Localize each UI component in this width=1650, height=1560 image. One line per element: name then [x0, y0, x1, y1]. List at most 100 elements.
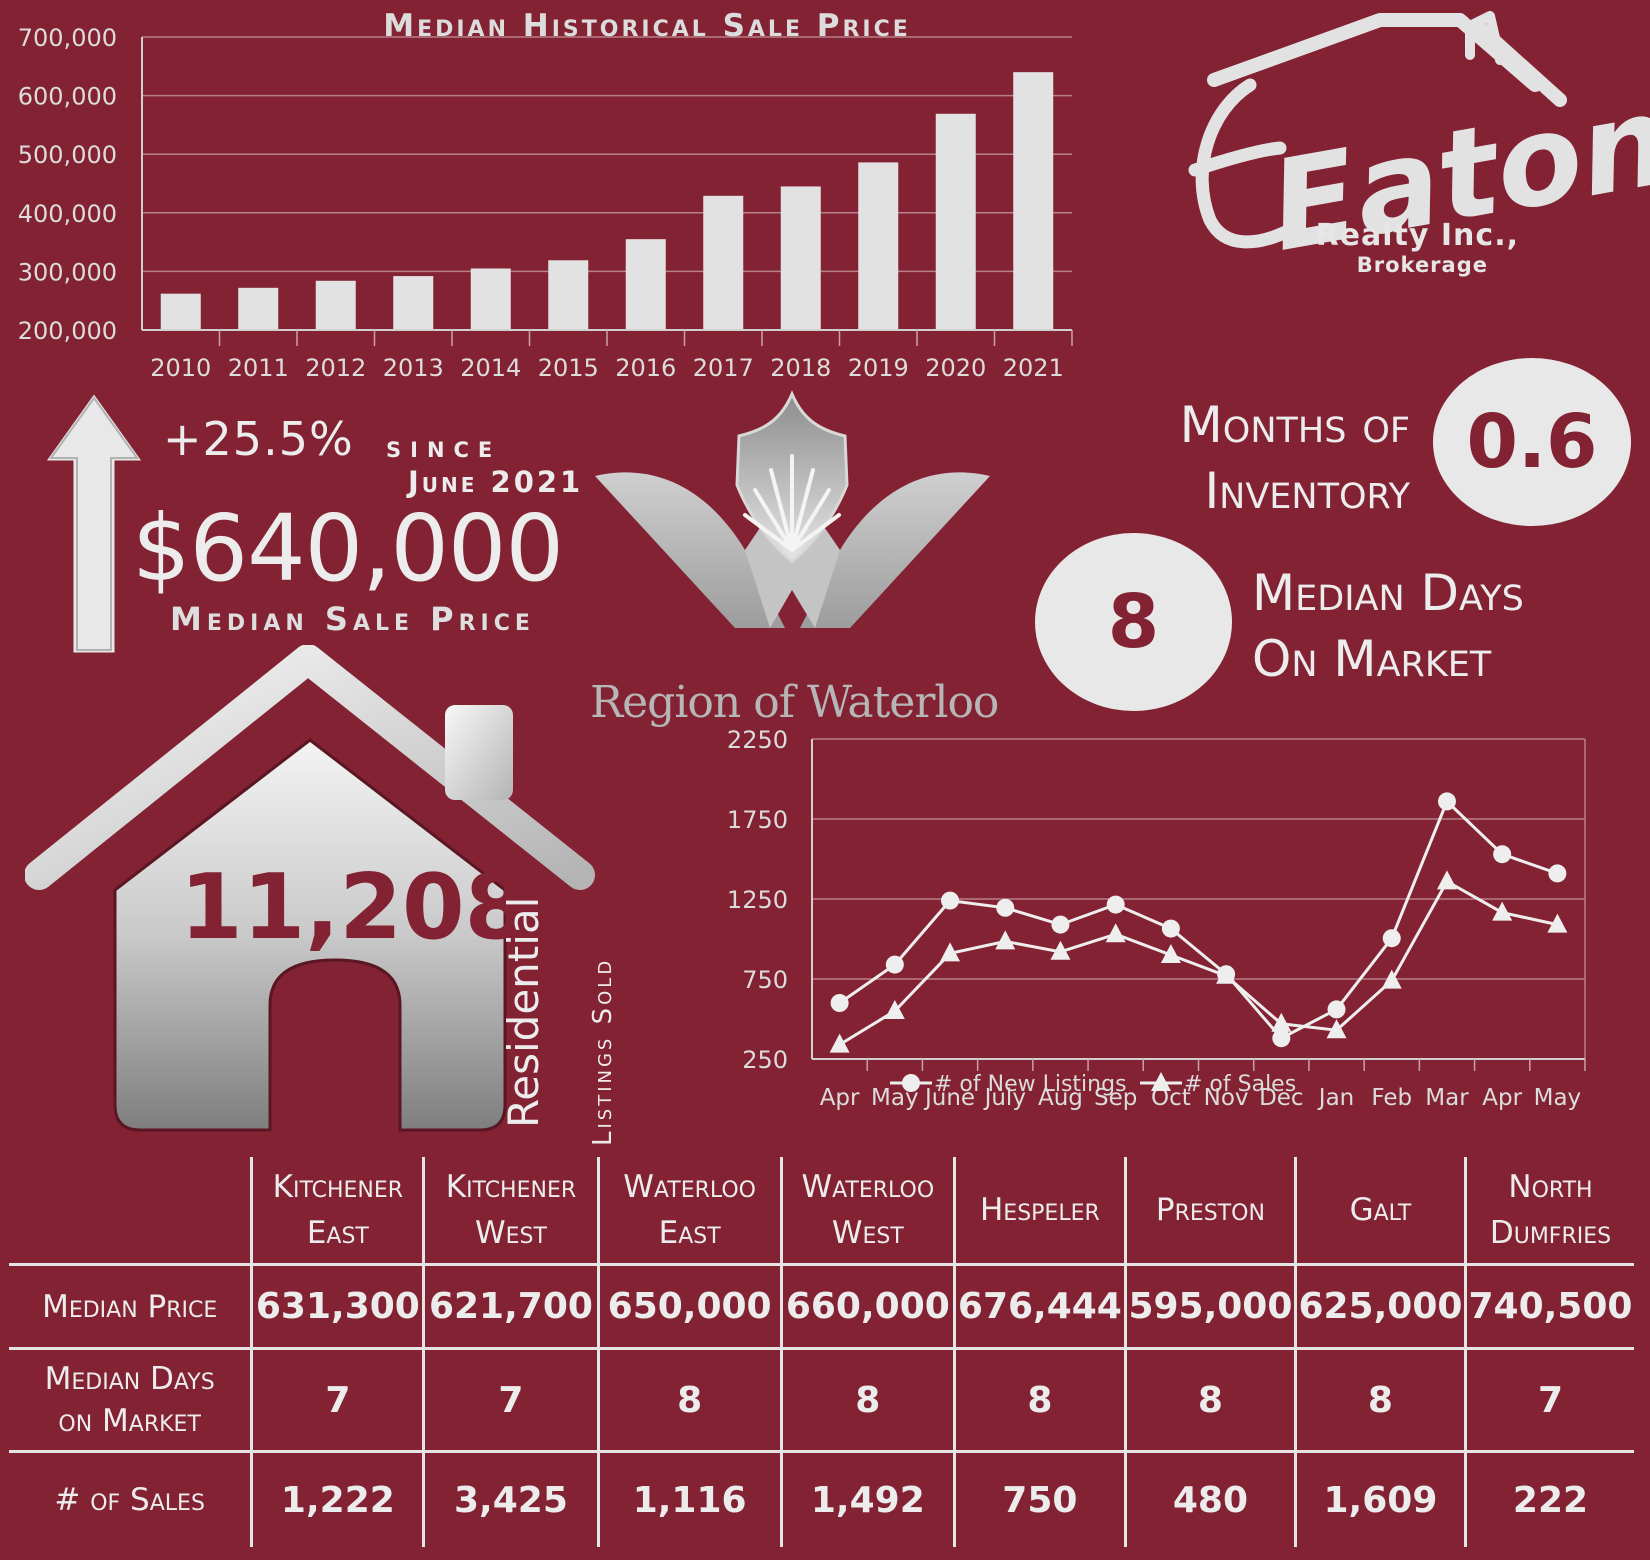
listings-sold-count: 11,208	[180, 855, 528, 960]
series-0-point	[1548, 864, 1567, 883]
median-days-label: Median Days On Market	[1252, 560, 1524, 692]
bar-y-tick-label: 500,000	[18, 141, 117, 169]
bar-x-tick-label: 2018	[770, 354, 831, 382]
residential-label: Residential	[499, 896, 548, 1128]
line-x-tick-label: Nov	[1204, 1085, 1249, 1111]
table-cell: 480	[1123, 1450, 1296, 1547]
column-header: Waterloo West	[779, 1157, 955, 1265]
table-cell: 625,000	[1293, 1263, 1466, 1349]
legend-marker	[902, 1074, 920, 1092]
legend-label-0: # of New Listings	[934, 1072, 1127, 1097]
table-cell: 1,609	[1293, 1450, 1466, 1547]
row-label-line: on Market	[58, 1403, 201, 1439]
months-of-inventory-label: Months of Inventory	[1180, 392, 1410, 524]
line-x-tick-label: Mar	[1425, 1085, 1469, 1111]
table-cell: 8	[1293, 1347, 1466, 1452]
up-arrow-icon	[41, 389, 147, 656]
line-x-tick-label: Dec	[1259, 1085, 1304, 1111]
table-cell: 8	[1123, 1347, 1296, 1452]
eaton-logo: Eaton Realty Inc., Brokerage	[1188, 11, 1650, 280]
bar-x-tick-label: 2020	[925, 354, 986, 382]
series-0-point	[1493, 845, 1512, 864]
line-y-tick-label: 1750	[727, 806, 788, 834]
bar-2017	[703, 195, 744, 330]
table-row: Median Days on Market 7 7 8 8 8 8 8 7	[9, 1347, 1634, 1452]
line-x-tick-label: Sep	[1094, 1085, 1137, 1111]
line-x-tick-label: June	[923, 1085, 975, 1111]
bar-x-tick-label: 2012	[305, 354, 366, 382]
table-corner	[9, 1157, 252, 1265]
median-days-value: 8	[1035, 533, 1232, 711]
column-header-line: Galt	[1349, 1192, 1412, 1228]
table-cell: 740,500	[1463, 1263, 1634, 1349]
bar-2020	[935, 113, 976, 331]
column-header-line: East	[306, 1215, 369, 1251]
series-line-1	[838, 879, 1558, 1046]
line-y-tick-label: 250	[742, 1046, 788, 1074]
series-0-point	[1051, 915, 1070, 934]
bar-2018	[780, 186, 821, 330]
bar-x-tick-label: 2011	[228, 354, 289, 382]
median-sale-price-label: Median Sale Price	[170, 600, 535, 638]
column-header-line: West	[474, 1215, 547, 1251]
column-header-line: Waterloo	[801, 1169, 935, 1205]
region-name: Region of Waterloo	[590, 677, 999, 728]
bar-y-tick-label: 300,000	[18, 258, 117, 286]
legend-marker	[1151, 1072, 1171, 1091]
column-header-line: Hespeler	[979, 1192, 1100, 1228]
column-header-line: Kitchener	[445, 1169, 577, 1205]
table-cell: 8	[779, 1347, 955, 1452]
column-header: Preston	[1123, 1157, 1296, 1265]
bar-2012	[315, 280, 356, 330]
median-historical-price-chart: Median Historical Sale Price 200,000 300,…	[18, 8, 1073, 382]
line-x-tick-label: Aug	[1038, 1085, 1083, 1111]
column-header-line: North	[1508, 1169, 1593, 1205]
series-0-point	[1272, 1029, 1291, 1048]
row-label-line: Median Days	[44, 1361, 215, 1397]
series-0-point	[1327, 1000, 1346, 1019]
series-1-point	[1492, 901, 1513, 921]
series-0-point	[830, 994, 849, 1012]
bar-y-tick-label: 200,000	[18, 317, 117, 345]
bar-x-tick-label: 2014	[460, 354, 521, 382]
row-label: Median Price	[9, 1263, 252, 1349]
price-change: +25.5%	[163, 412, 354, 466]
table-cell: 8	[952, 1347, 1126, 1452]
legend-label-1: # of Sales	[1184, 1072, 1296, 1097]
bar-2010	[160, 293, 201, 330]
months-of-inventory-value: 0.6	[1433, 358, 1631, 526]
line-x-tick-label: Apr	[1482, 1085, 1522, 1111]
bar-2014	[470, 268, 511, 330]
table-cell: 3,425	[422, 1450, 598, 1547]
column-header-line: Dumfries	[1489, 1215, 1612, 1251]
bar-chart-title: Median Historical Sale Price	[383, 8, 911, 44]
bar-2019	[858, 162, 899, 330]
line-x-tick-label: Feb	[1371, 1085, 1412, 1111]
region-of-waterloo-logo	[595, 390, 990, 628]
line-y-tick-label: 750	[742, 966, 788, 994]
column-header: Hespeler	[952, 1157, 1126, 1265]
series-1-point	[884, 1000, 905, 1019]
table-cell: 750	[952, 1450, 1126, 1547]
column-header: North Dumfries	[1463, 1157, 1634, 1265]
column-header: Waterloo East	[596, 1157, 782, 1265]
dom-label-line2: On Market	[1252, 630, 1492, 688]
brand-line2: Brokerage	[1357, 253, 1488, 277]
table-cell: 1,492	[779, 1450, 955, 1547]
table-cell: 650,000	[596, 1263, 782, 1349]
bar-x-tick-label: 2013	[383, 354, 444, 382]
series-1-point	[995, 930, 1016, 950]
bar-2011	[238, 287, 279, 330]
table-cell: 621,700	[422, 1263, 598, 1349]
table-row: # of Sales 1,222 3,425 1,116 1,492 750 480 1,60…	[9, 1450, 1634, 1547]
moi-label-line1: Months of	[1179, 396, 1410, 454]
row-label: # of Sales	[9, 1450, 252, 1547]
column-header: Kitchener West	[422, 1157, 598, 1265]
line-x-tick-label: July	[983, 1085, 1026, 1111]
column-header-line: East	[658, 1215, 721, 1251]
series-0-point	[996, 898, 1015, 917]
bar-x-tick-label: 2016	[615, 354, 676, 382]
series-1-point	[1547, 913, 1568, 933]
column-header-line: Kitchener	[272, 1169, 404, 1205]
